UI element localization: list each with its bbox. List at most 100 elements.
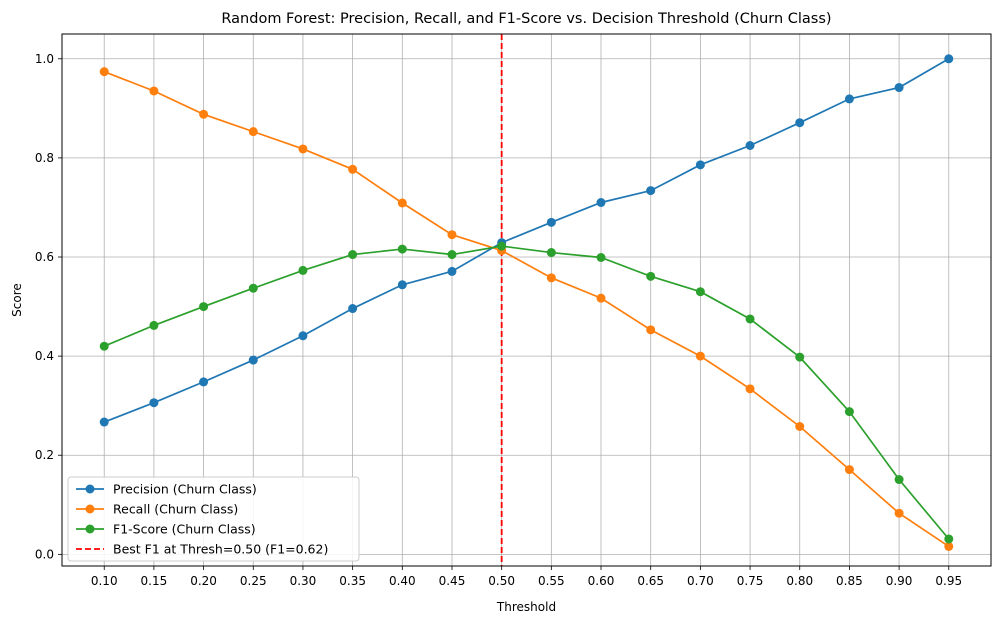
data-point [298,331,308,341]
data-point [745,384,755,394]
data-point [546,248,556,258]
data-point [149,398,159,408]
data-point [695,160,705,170]
x-tick-label: 0.95 [935,574,962,588]
data-point [397,198,407,208]
data-point [944,534,954,544]
data-point [795,118,805,128]
data-point [149,86,159,96]
data-point [844,94,854,104]
x-tick-label: 0.75 [737,574,764,588]
x-tick-label: 0.80 [786,574,813,588]
data-point [447,230,457,240]
legend-box [67,476,360,562]
data-point [397,280,407,290]
data-point [298,265,308,275]
series-group [99,54,954,551]
legend-item: Recall (Churn Class) [76,502,238,517]
data-point [596,197,606,207]
x-tick-label: 0.35 [339,574,366,588]
data-point [944,541,954,551]
data-point [199,302,209,312]
x-tick-label: 0.20 [190,574,217,588]
legend: Precision (Churn Class) Recall (Churn Cla… [67,476,360,562]
y-tick-label: 0.4 [35,349,54,363]
data-point [546,217,556,227]
x-tick-label: 0.85 [836,574,863,588]
legend-item: Precision (Churn Class) [76,482,257,497]
grid [62,34,991,566]
data-point [894,508,904,518]
y-tick-label: 1.0 [35,52,54,66]
x-tick-label: 0.25 [240,574,267,588]
data-point [447,250,457,260]
x-tick-label: 0.55 [538,574,565,588]
data-point [944,54,954,64]
plot-frame [61,33,992,567]
legend-marker [85,484,95,494]
y-tick-label: 0.6 [35,250,54,264]
data-point [646,271,656,281]
data-point [348,250,358,260]
data-point [795,421,805,431]
x-tick-label: 0.90 [886,574,913,588]
y-tick-label: 0.0 [35,547,54,561]
data-point [745,141,755,151]
series-2 [99,241,954,544]
data-point [248,355,258,365]
y-tick-label: 0.2 [35,448,54,462]
x-tick-label: 0.60 [588,574,615,588]
chart-title: Random Forest: Precision, Recall, and F1… [221,11,831,27]
series-line [103,245,950,540]
legend-label: Recall (Churn Class) [113,502,238,517]
series-line [103,58,950,423]
data-point [596,293,606,303]
y-axis-label: Score [10,283,24,317]
data-point [497,241,507,251]
data-point [844,407,854,417]
data-point [99,341,109,351]
data-point [99,67,109,77]
data-point [894,83,904,93]
x-tick-label: 0.15 [141,574,168,588]
x-axis-ticks: 0.10 0.15 0.20 0.25 0.30 0.35 0.40 0.45 0.50 0.55… [91,566,962,588]
data-point [348,304,358,314]
legend-item: Best F1 at Thresh=0.50 (F1=0.62) [76,542,328,557]
legend-item: F1-Score (Churn Class) [76,522,256,537]
x-tick-label: 0.70 [687,574,714,588]
x-tick-label: 0.10 [91,574,118,588]
data-point [199,377,209,387]
y-axis-ticks: 0.0 0.2 0.4 0.6 0.8 1.0 [35,52,62,561]
data-point [149,320,159,330]
x-tick-label: 0.50 [488,574,515,588]
data-point [646,325,656,335]
data-point [248,283,258,293]
x-tick-label: 0.45 [439,574,466,588]
legend-marker [85,504,95,514]
series-0 [99,54,954,427]
data-point [695,351,705,361]
legend-label: Precision (Churn Class) [113,482,257,497]
legend-label: Best F1 at Thresh=0.50 (F1=0.62) [113,542,328,557]
data-point [795,352,805,362]
data-point [596,253,606,263]
data-point [248,127,258,137]
x-tick-label: 0.30 [290,574,317,588]
data-point [199,109,209,119]
series-line [103,70,950,548]
data-point [695,287,705,297]
legend-marker [85,524,95,534]
series-1 [99,67,954,551]
data-point [99,417,109,427]
data-point [745,314,755,324]
y-tick-label: 0.8 [35,151,54,165]
data-point [646,186,656,196]
data-point [894,475,904,485]
data-point [546,273,556,283]
legend-label: F1-Score (Churn Class) [113,522,256,537]
x-axis-label: Threshold [496,600,556,614]
data-point [844,465,854,475]
data-point [298,144,308,154]
